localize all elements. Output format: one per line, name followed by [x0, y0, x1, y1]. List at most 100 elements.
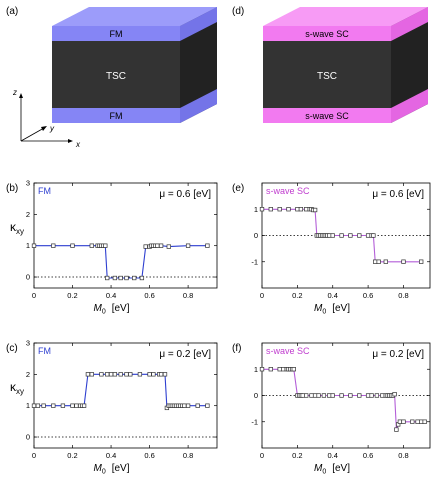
data-point-e-4 [295, 207, 300, 212]
data-point-b-1 [51, 243, 56, 248]
panel-label-d: (d) [232, 6, 244, 17]
data-point-f-13 [304, 393, 309, 398]
data-point-f-33 [394, 427, 399, 432]
data-point-c-6 [74, 403, 79, 408]
data-point-c-1 [35, 403, 41, 408]
data-point-c-16 [118, 372, 123, 377]
data-point-e-29 [401, 259, 406, 264]
tsc-label-a: TSC [106, 71, 126, 82]
data-point-f-39 [419, 419, 424, 424]
xlabel-e: M0 [eV] [314, 303, 350, 316]
data-point-f-22 [357, 393, 362, 398]
data-point-c-37 [205, 403, 210, 408]
xlabel-main-c: M [93, 463, 102, 474]
data-point-b-24 [205, 243, 210, 248]
xtick-label-b-4: 0.8 [183, 291, 193, 300]
data-point-f-15 [312, 393, 318, 398]
series-line-c [34, 373, 208, 410]
plot-frame-b [33, 182, 218, 289]
mu-label-b: μ = 0.6 [eV] [159, 189, 211, 200]
xlabel-sub-c: 0 [102, 469, 106, 476]
data-point-e-26 [373, 259, 378, 264]
xlabel-unit-f: [eV] [332, 463, 350, 474]
data-point-b-15 [143, 244, 148, 249]
xlabel-c: M0 [eV] [93, 463, 129, 476]
xtick-label-b-0: 0 [32, 291, 36, 300]
data-point-e-0 [259, 207, 265, 212]
data-point-c-3 [51, 403, 56, 408]
data-point-f-38 [415, 419, 420, 424]
data-point-b-14 [139, 275, 145, 281]
ytick-label-c-3: 3 [26, 339, 30, 348]
data-point-e-28 [383, 259, 388, 264]
data-point-e-21 [348, 233, 353, 238]
xlabel-unit-b: [eV] [112, 303, 130, 314]
axis-x-label: x [75, 140, 81, 149]
data-point-c-10 [85, 372, 91, 377]
xtick-label-b-2: 0.4 [106, 291, 116, 300]
xtick-label-c-2: 0.4 [106, 451, 116, 460]
xtick-label-f-3: 0.6 [363, 451, 373, 460]
data-point-c-12 [99, 372, 104, 377]
data-point-b-2 [70, 243, 75, 248]
data-point-b-11 [118, 275, 123, 281]
plot-panel-f: 0 0.2 0.4 0.6 0.8 -1 0 1 (f) s-wave SC μ = 0.2 [eV… [232, 342, 431, 476]
tsc-label-d: TSC [317, 71, 337, 82]
xlabel-main-b: M [93, 303, 102, 314]
data-point-c-21 [151, 372, 156, 377]
ytick-label-e-1: 0 [254, 231, 258, 240]
data-point-b-13 [132, 275, 137, 281]
data-point-c-0 [31, 403, 37, 408]
data-point-b-23 [185, 243, 191, 248]
tsc-core-d [263, 41, 391, 108]
data-point-e-23 [365, 233, 371, 238]
sc-top-label: s-wave SC [305, 29, 349, 39]
xtick-label-f-4: 0.8 [398, 451, 408, 460]
xtick-label-e-1: 0.2 [292, 291, 302, 300]
data-point-f-8 [291, 367, 296, 372]
material-annotation-b: FM [38, 186, 51, 196]
data-point-c-11 [89, 372, 94, 377]
xtick-label-c-0: 0 [32, 451, 36, 460]
data-point-b-8 [103, 243, 108, 248]
ytick-label-e-2: 1 [254, 205, 258, 214]
data-point-f-19 [330, 393, 335, 398]
data-point-c-5 [70, 403, 75, 408]
xtick-label-c-3: 0.6 [144, 451, 154, 460]
ytick-label-f-1: 0 [254, 391, 258, 400]
mu-label-c: μ = 0.2 [eV] [159, 349, 211, 360]
xlabel-f: M0 [eV] [314, 463, 350, 476]
data-point-e-19 [330, 233, 335, 238]
slab-diagram-a: (a) FM TSC FM [6, 6, 217, 123]
xtick-label-f-1: 0.2 [292, 451, 302, 460]
axis-y-label: y [49, 124, 55, 133]
data-point-c-34 [182, 403, 187, 408]
xlabel-unit-e: [eV] [332, 303, 350, 314]
plot-frame-c [33, 342, 218, 449]
ylabel-main-c: κ [10, 380, 17, 394]
ytick-label-b-2: 2 [26, 210, 30, 219]
data-point-e-22 [357, 233, 362, 238]
ytick-label-b-3: 3 [26, 179, 30, 188]
xlabel-sub-f: 0 [322, 469, 326, 476]
ytick-label-c-0: 0 [26, 433, 30, 442]
ytick-label-f-0: -1 [251, 417, 258, 426]
data-point-e-1 [268, 207, 273, 212]
panel-label-f: (f) [232, 343, 241, 354]
data-point-c-17 [124, 372, 129, 377]
data-point-e-18 [327, 233, 332, 238]
ytick-label-e-0: -1 [251, 257, 258, 266]
data-point-c-36 [195, 403, 200, 408]
sc-top-layer-side [391, 7, 428, 41]
data-point-c-14 [108, 372, 114, 377]
data-point-b-0 [31, 243, 37, 248]
ytick-label-b-1: 1 [26, 241, 30, 250]
sc-top-layer [263, 26, 391, 41]
data-point-e-10 [312, 207, 318, 213]
ylabel-main-b: κ [10, 220, 17, 234]
xlabel-b: M0 [eV] [93, 303, 129, 316]
data-point-e-3 [286, 207, 291, 212]
axis-z-label: z [12, 88, 17, 97]
data-point-b-20 [155, 243, 160, 248]
xtick-label-f-2: 0.4 [328, 451, 338, 460]
